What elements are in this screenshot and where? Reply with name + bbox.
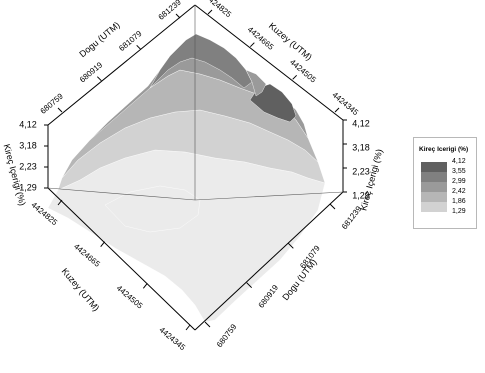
z-left-tick-label: 3,18 — [19, 140, 37, 150]
legend-swatch — [421, 172, 447, 182]
z-left-tick-label: 1,29 — [19, 182, 37, 192]
dogu-back-axis-tick — [175, 13, 181, 19]
legend-swatch — [421, 162, 447, 172]
dogu-front-axis-tick-label: 680919 — [257, 283, 281, 310]
back-floor-line-right — [194, 191, 344, 201]
kuzey-front-axis-tick-label: 4424345 — [157, 325, 187, 352]
surface — [47, 33, 326, 323]
z-left-tick-label: 4,12 — [19, 119, 37, 129]
kuzey-back-axis-tick — [292, 74, 298, 80]
dogu-back-axis-tick-label: 680759 — [39, 91, 66, 115]
legend-level-label: 2,99 — [452, 178, 466, 185]
dogu-front-axis-tick — [329, 203, 336, 210]
kuzey-back-axis-tick — [249, 42, 255, 48]
axis-box — [47, 4, 344, 331]
z-right-axis-title: Kireç Içerigi (%) — [358, 148, 384, 212]
dogu-back-axis-tick-label: 680919 — [78, 60, 105, 84]
z-left-tick-label: 2,23 — [19, 161, 37, 171]
dogu-front-axis-tick — [287, 242, 294, 249]
z-right-tick-label: 2,23 — [352, 166, 370, 176]
z-right-tick-label: 3,18 — [352, 142, 370, 152]
dogu-front-axis-tick — [246, 282, 253, 289]
kuzey-back-axis-line — [194, 4, 344, 121]
dogu-back-axis-title: Dogu (UTM) — [77, 20, 121, 59]
legend-swatch — [421, 202, 447, 212]
kuzey-back-axis-tick — [207, 9, 213, 15]
dogu-front-axis-tick-label: 680759 — [215, 322, 239, 349]
dogu-back-axis-tick — [57, 107, 63, 113]
z-left-axis-title: Kireç Içerigi (%) — [2, 143, 28, 207]
dogu-back-axis-tick — [136, 44, 142, 50]
kuzey-front-axis-tick — [100, 241, 106, 247]
legend-title: Kireç Icerigi (%) — [419, 146, 469, 153]
surface-band-3b — [245, 69, 267, 97]
legend-swatch — [421, 182, 447, 192]
kuzey-front-axis-tick — [185, 324, 191, 331]
z-right-tick-label: 1,29 — [352, 190, 370, 200]
kuzey-back-axis-tick — [334, 107, 340, 113]
dogu-front-axis-line — [194, 191, 344, 331]
legend-level-label: 1,29 — [452, 208, 466, 215]
back-floor-line-left — [47, 187, 196, 201]
dogu-back-axis-line — [47, 4, 196, 126]
legend-level-label: 4,12 — [452, 158, 466, 165]
legend: Kireç Icerigi (%) 4,12 3,55 2,99 2,42 1,86 1,… — [413, 137, 477, 229]
surface-band-1b — [104, 185, 201, 233]
z-right-tick-label: 4,12 — [352, 118, 370, 128]
kuzey-back-axis-title: Kuzey (UTM) — [267, 21, 314, 63]
kuzey-front-axis-title: Kuzey (UTM) — [60, 266, 102, 313]
kuzey-front-axis-tick-label: 4424665 — [72, 242, 102, 269]
dogu-back-axis-tick — [96, 76, 102, 82]
legend-level-label: 3,55 — [452, 168, 466, 175]
kuzey-back-axis-tick-label: 4424825 — [203, 0, 233, 20]
kuzey-front-axis-line — [47, 187, 196, 331]
legend-swatch — [421, 192, 447, 202]
legend-level-label: 1,86 — [452, 198, 466, 205]
legend-level-label: 2,42 — [452, 188, 466, 195]
dogu-front-axis-tick — [204, 321, 211, 328]
kuzey-front-axis-tick-label: 4424505 — [115, 284, 145, 311]
kuzey-front-axis-tick — [142, 283, 148, 289]
kuzey-front-axis-tick — [57, 199, 63, 206]
